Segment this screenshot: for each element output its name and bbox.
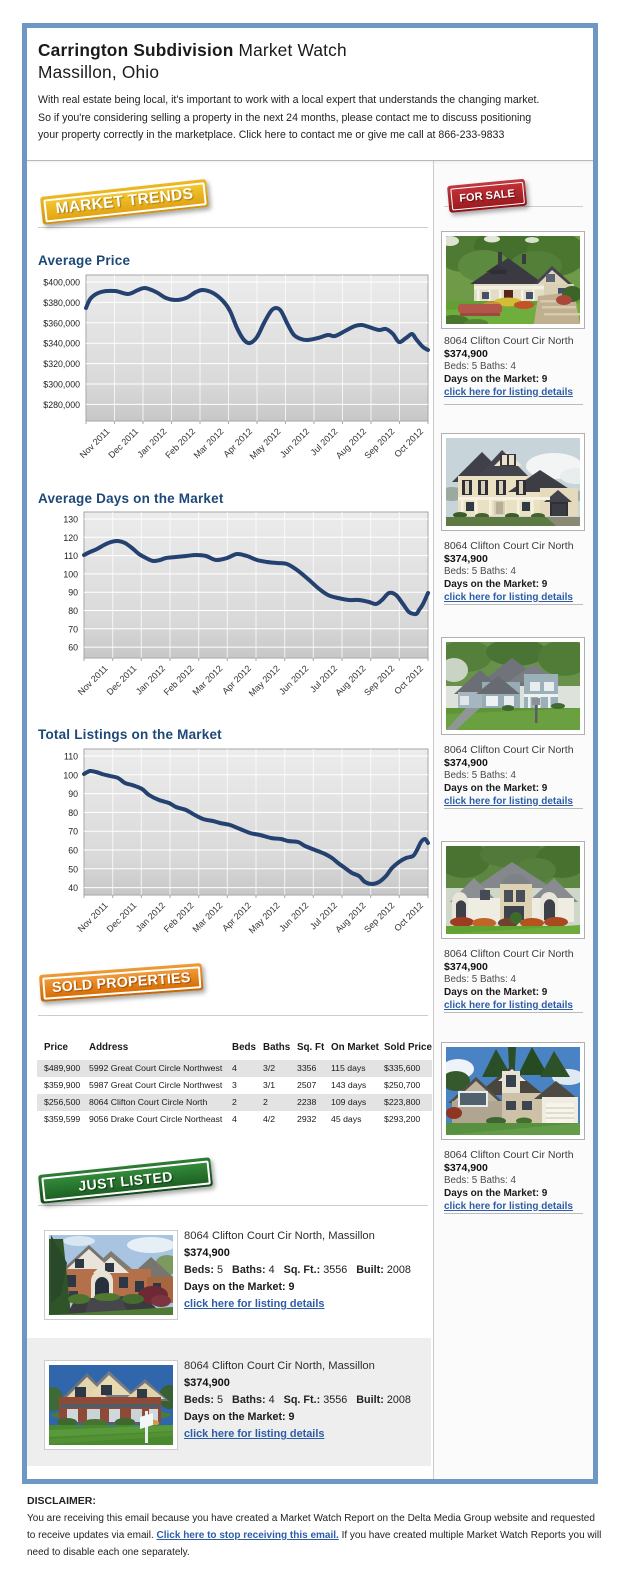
svg-text:Mar 2012: Mar 2012	[190, 900, 224, 934]
svg-text:$300,000: $300,000	[43, 380, 80, 390]
svg-text:50: 50	[68, 864, 78, 874]
svg-text:Jun 2012: Jun 2012	[278, 426, 311, 459]
svg-text:80: 80	[68, 808, 78, 818]
svg-text:80: 80	[68, 606, 78, 616]
svg-text:$280,000: $280,000	[43, 400, 80, 410]
svg-text:$400,000: $400,000	[43, 278, 80, 288]
svg-text:Nov 2011: Nov 2011	[78, 426, 112, 460]
svg-text:$380,000: $380,000	[43, 298, 80, 308]
svg-text:90: 90	[68, 588, 78, 598]
svg-text:$360,000: $360,000	[43, 318, 80, 328]
svg-text:Jun 2012: Jun 2012	[277, 663, 310, 696]
svg-text:Feb 2012: Feb 2012	[162, 663, 196, 697]
svg-text:100: 100	[63, 569, 78, 579]
svg-text:Nov 2011: Nov 2011	[76, 663, 110, 697]
svg-text:Oct 2012: Oct 2012	[392, 663, 425, 696]
svg-text:120: 120	[63, 533, 78, 543]
svg-text:May 2012: May 2012	[247, 663, 282, 698]
svg-text:Mar 2012: Mar 2012	[192, 426, 226, 460]
svg-text:110: 110	[64, 752, 78, 762]
svg-text:Dec 2011: Dec 2011	[106, 426, 140, 460]
svg-text:Mar 2012: Mar 2012	[190, 663, 224, 697]
svg-text:70: 70	[68, 827, 78, 837]
svg-text:Feb 2012: Feb 2012	[163, 426, 197, 460]
svg-text:Feb 2012: Feb 2012	[162, 900, 196, 934]
svg-text:110: 110	[64, 551, 78, 561]
svg-text:$320,000: $320,000	[43, 359, 80, 369]
svg-text:90: 90	[68, 789, 78, 799]
svg-text:130: 130	[63, 515, 78, 525]
svg-text:$340,000: $340,000	[43, 339, 80, 349]
svg-text:Sep 2012: Sep 2012	[362, 663, 396, 697]
svg-text:70: 70	[68, 624, 78, 634]
svg-text:Sep 2012: Sep 2012	[362, 900, 396, 934]
svg-text:Aug 2012: Aug 2012	[333, 900, 367, 934]
svg-text:60: 60	[68, 643, 78, 653]
svg-text:Sep 2012: Sep 2012	[362, 426, 396, 460]
svg-text:May 2012: May 2012	[248, 426, 283, 461]
svg-text:Nov 2011: Nov 2011	[76, 900, 110, 934]
svg-text:Dec 2011: Dec 2011	[105, 663, 139, 697]
svg-text:Jun 2012: Jun 2012	[277, 900, 310, 933]
svg-text:May 2012: May 2012	[247, 900, 282, 935]
svg-text:Oct 2012: Oct 2012	[392, 900, 425, 933]
svg-text:40: 40	[68, 883, 78, 893]
svg-text:Aug 2012: Aug 2012	[333, 663, 367, 697]
svg-text:Dec 2011: Dec 2011	[105, 900, 139, 934]
svg-text:60: 60	[68, 846, 78, 856]
svg-text:100: 100	[63, 770, 78, 780]
svg-text:Oct 2012: Oct 2012	[392, 426, 425, 459]
